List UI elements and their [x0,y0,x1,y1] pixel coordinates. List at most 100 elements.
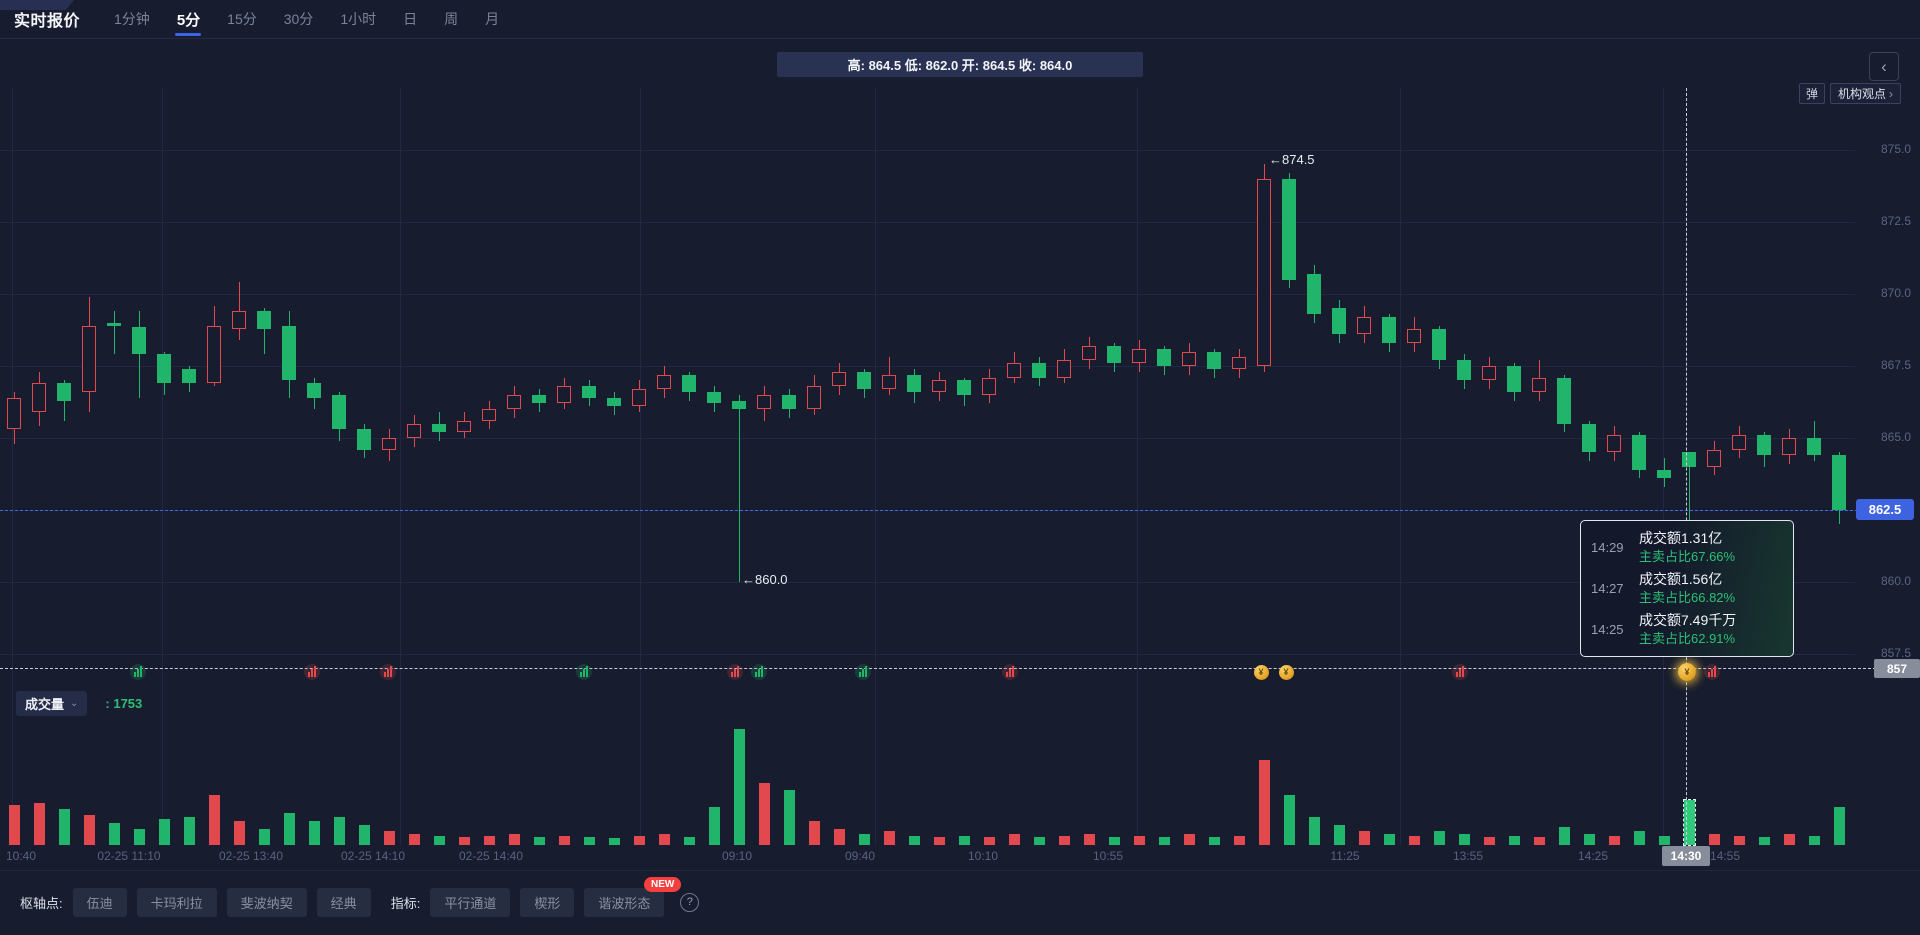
candle[interactable] [457,420,471,433]
signal-marker-icon[interactable] [727,664,743,680]
candle[interactable] [1432,328,1446,361]
volume-bar[interactable] [933,837,945,845]
candle[interactable] [332,394,346,430]
candle[interactable] [1632,435,1646,470]
volume-bar[interactable] [1633,831,1645,845]
candle[interactable] [1757,435,1771,456]
signal-marker-icon[interactable] [1452,664,1468,680]
signal-marker-icon[interactable] [304,664,320,680]
candle[interactable] [582,386,596,398]
candle[interactable] [182,368,196,384]
candle[interactable] [557,386,571,404]
coin-marker-icon[interactable]: ¥ [1278,664,1294,680]
volume-bar[interactable] [858,834,870,845]
candle[interactable] [1107,345,1121,364]
volume-bar[interactable] [1158,837,1170,845]
candle[interactable] [1557,377,1571,424]
volume-bar[interactable] [883,831,895,845]
candle[interactable] [732,400,746,410]
volume-bar[interactable] [1008,834,1020,845]
volume-bar[interactable] [1233,836,1245,845]
volume-bar[interactable] [1408,836,1420,845]
volume-bar[interactable] [1508,836,1520,845]
institution-view-button[interactable]: 机构观点 › [1830,83,1902,104]
candle[interactable] [382,438,396,450]
volume-bar[interactable] [533,837,545,845]
strength-tag-button[interactable]: 弹 [1799,83,1826,104]
candle[interactable] [107,322,121,326]
volume-bar[interactable] [1608,836,1620,845]
signal-marker-icon[interactable] [1002,664,1018,680]
volume-bar[interactable] [758,783,770,845]
candle[interactable] [1207,351,1221,369]
candle[interactable] [707,391,721,404]
volume-bar[interactable] [33,803,45,845]
volume-bar[interactable] [1383,834,1395,845]
signal-marker-icon[interactable] [380,664,396,680]
volume-bar[interactable] [483,836,495,845]
collapse-panel-button[interactable]: ‹ [1869,52,1899,81]
volume-bar[interactable] [333,817,345,845]
volume-bar[interactable] [1433,831,1445,845]
tab-15min[interactable]: 15分 [227,11,257,27]
candle[interactable] [1307,273,1321,315]
candle[interactable] [1532,377,1546,392]
signal-marker-icon[interactable] [855,664,871,680]
candle[interactable] [1357,317,1371,335]
pivot-camarilla-button[interactable]: 卡玛利拉 [136,887,217,917]
volume-bar[interactable] [808,821,820,845]
candle[interactable] [857,371,871,390]
candle[interactable] [32,383,46,413]
volume-bar[interactable] [83,815,95,845]
volume-bar[interactable] [683,837,695,845]
volume-bar[interactable] [158,819,170,845]
candle[interactable] [482,409,496,421]
volume-bar[interactable] [1708,834,1720,845]
coin-marker-icon[interactable]: ¥ [1678,663,1696,681]
signal-marker-icon[interactable] [130,664,146,680]
volume-bar[interactable] [133,829,145,845]
candle[interactable] [1057,360,1071,378]
volume-bar[interactable] [1358,831,1370,845]
volume-bar[interactable] [583,837,595,845]
candle[interactable] [1082,345,1096,361]
candle[interactable] [1032,363,1046,378]
candle[interactable] [1182,351,1196,366]
candle[interactable] [357,429,371,450]
candle[interactable] [7,397,21,430]
candle[interactable] [1232,357,1246,369]
candle[interactable] [1457,360,1471,381]
candle[interactable] [1482,366,1496,381]
help-icon[interactable]: ? [680,892,700,912]
volume-bar[interactable] [833,829,845,845]
volume-bar[interactable] [1483,837,1495,845]
candle[interactable] [1682,452,1696,467]
tab-5min[interactable]: 5分 [177,0,200,38]
candle[interactable] [1732,435,1746,450]
volume-bar[interactable] [1058,836,1070,845]
candle[interactable] [657,374,671,390]
candle[interactable] [1282,178,1296,280]
volume-bar[interactable] [1258,760,1270,845]
candle[interactable] [782,394,796,410]
volume-bar[interactable] [1733,836,1745,845]
candle[interactable] [807,386,821,410]
volume-indicator-dropdown[interactable]: 成交量 ⌄ [16,691,88,716]
volume-bar[interactable] [1183,834,1195,845]
volume-bar[interactable] [58,809,70,845]
volume-bar[interactable] [1808,836,1820,845]
volume-bar[interactable] [108,823,120,845]
candle[interactable] [307,383,321,398]
coin-marker-icon[interactable]: ¥ [1253,664,1269,680]
candle[interactable] [757,394,771,410]
volume-bar[interactable] [783,790,795,845]
candle[interactable] [832,371,846,387]
signal-marker-icon[interactable] [1704,664,1720,680]
volume-bar[interactable] [1533,837,1545,845]
pivot-woodie-button[interactable]: 伍迪 [72,887,127,917]
volume-bar[interactable] [408,834,420,845]
candle[interactable] [57,383,71,401]
pivot-fibonacci-button[interactable]: 斐波纳契 [226,887,307,917]
volume-bar[interactable] [1682,799,1696,846]
signal-marker-icon[interactable] [751,664,767,680]
